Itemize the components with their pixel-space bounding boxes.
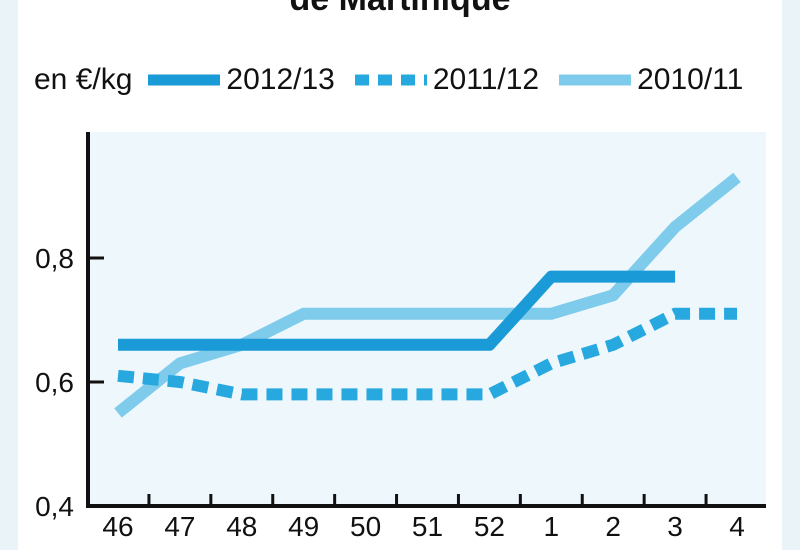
x-tick-label: 52	[474, 511, 505, 542]
y-tick-label: 0,8	[35, 243, 74, 274]
x-tick-label: 48	[226, 511, 257, 542]
x-tick-label: 3	[667, 511, 683, 542]
legend: en €/kg 2012/13 2011/12 2010/11	[34, 58, 761, 102]
x-tick-label: 4	[729, 511, 745, 542]
legend-label-2012-13: 2012/13	[226, 63, 335, 96]
x-tick-label: 47	[164, 511, 195, 542]
x-tick-label: 50	[350, 511, 381, 542]
chart-title: de Martinique	[0, 0, 800, 19]
series-line-2012-13	[118, 270, 676, 351]
x-tick-label: 49	[288, 511, 319, 542]
legend-swatch-2010-11	[559, 74, 632, 86]
x-tick-label: 46	[102, 511, 133, 542]
x-tick-label: 1	[544, 511, 560, 542]
legend-label-2010-11: 2010/11	[637, 63, 744, 96]
x-tick-label: 2	[605, 511, 621, 542]
legend-item-2011-12: 2011/12	[353, 63, 539, 97]
legend-swatch-2012-13	[148, 74, 221, 86]
legend-item-2012-13: 2012/13	[146, 63, 335, 97]
y-tick-label: 0,4	[35, 491, 74, 522]
legend-swatch-2011-12	[354, 74, 427, 86]
y-unit-label: en €/kg	[34, 63, 133, 96]
legend-item-2010-11: 2010/11	[557, 63, 743, 97]
y-tick-label: 0,6	[35, 367, 74, 398]
legend-label-2011-12: 2011/12	[432, 63, 540, 96]
x-tick-label: 51	[412, 511, 443, 542]
